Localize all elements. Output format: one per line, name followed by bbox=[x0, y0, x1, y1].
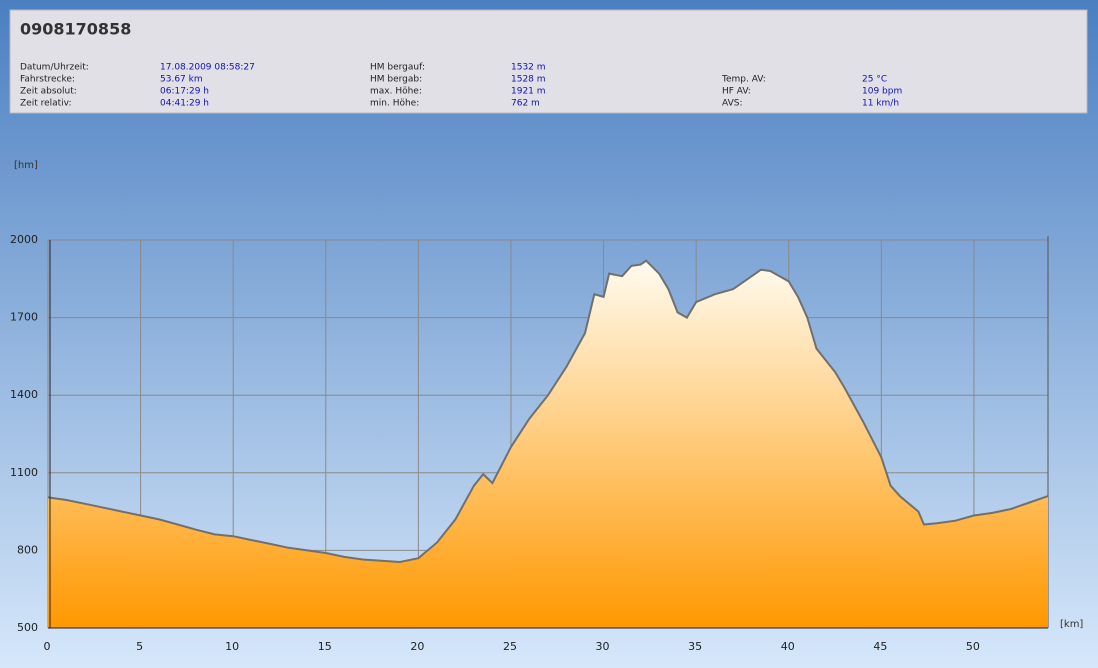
field-value: 1921 m bbox=[511, 87, 546, 97]
x-tick-label: 25 bbox=[503, 640, 517, 653]
field-value: 06:17:29 h bbox=[160, 87, 209, 97]
x-tick-label: 30 bbox=[596, 640, 610, 653]
field-label: Zeit relativ: bbox=[20, 99, 72, 109]
field-value: 53.67 km bbox=[160, 75, 203, 85]
field-label: HM bergauf: bbox=[370, 63, 425, 73]
field-label: min. Höhe: bbox=[370, 99, 419, 109]
y-tick-label: 1700 bbox=[10, 311, 38, 324]
y-tick-label: 2000 bbox=[10, 233, 38, 246]
field-value: 109 bpm bbox=[862, 87, 902, 97]
field-value: 762 m bbox=[511, 99, 540, 109]
y-tick-label: 1100 bbox=[10, 466, 38, 479]
field-value: 25 °C bbox=[862, 75, 887, 85]
x-tick-label: 15 bbox=[318, 640, 332, 653]
field-value: 11 km/h bbox=[862, 99, 899, 109]
x-tick-label: 20 bbox=[410, 640, 424, 653]
field-label: HF AV: bbox=[722, 87, 751, 97]
y-axis-label: [hm] bbox=[14, 160, 38, 171]
field-label: Fahrstrecke: bbox=[20, 75, 75, 85]
field-label: max. Höhe: bbox=[370, 87, 422, 97]
x-tick-label: 10 bbox=[225, 640, 239, 653]
field-label: HM bergab: bbox=[370, 75, 422, 85]
field-value: 17.08.2009 08:58:27 bbox=[160, 63, 255, 73]
y-tick-label: 800 bbox=[17, 543, 38, 556]
x-tick-label: 50 bbox=[966, 640, 980, 653]
x-tick-label: 35 bbox=[688, 640, 702, 653]
info-panel bbox=[9, 9, 1088, 114]
area-fill bbox=[48, 260, 1048, 628]
x-tick-label: 40 bbox=[781, 640, 795, 653]
field-label: Temp. AV: bbox=[721, 75, 766, 85]
panel-title: 0908170858 bbox=[20, 20, 131, 39]
field-label: AVS: bbox=[722, 99, 742, 109]
field-label: Zeit absolut: bbox=[20, 87, 77, 97]
x-tick-label: 5 bbox=[136, 640, 143, 653]
y-tick-label: 500 bbox=[17, 621, 38, 634]
field-label: Datum/Uhrzeit: bbox=[20, 63, 89, 73]
field-value: 1528 m bbox=[511, 75, 546, 85]
x-tick-label: 45 bbox=[873, 640, 887, 653]
x-axis-label: [km] bbox=[1060, 619, 1083, 630]
field-value: 04:41:29 h bbox=[160, 99, 209, 109]
field-value: 1532 m bbox=[511, 63, 546, 73]
y-tick-label: 1400 bbox=[10, 388, 38, 401]
x-tick-label: 0 bbox=[44, 640, 51, 653]
profile-line bbox=[47, 259, 1049, 564]
